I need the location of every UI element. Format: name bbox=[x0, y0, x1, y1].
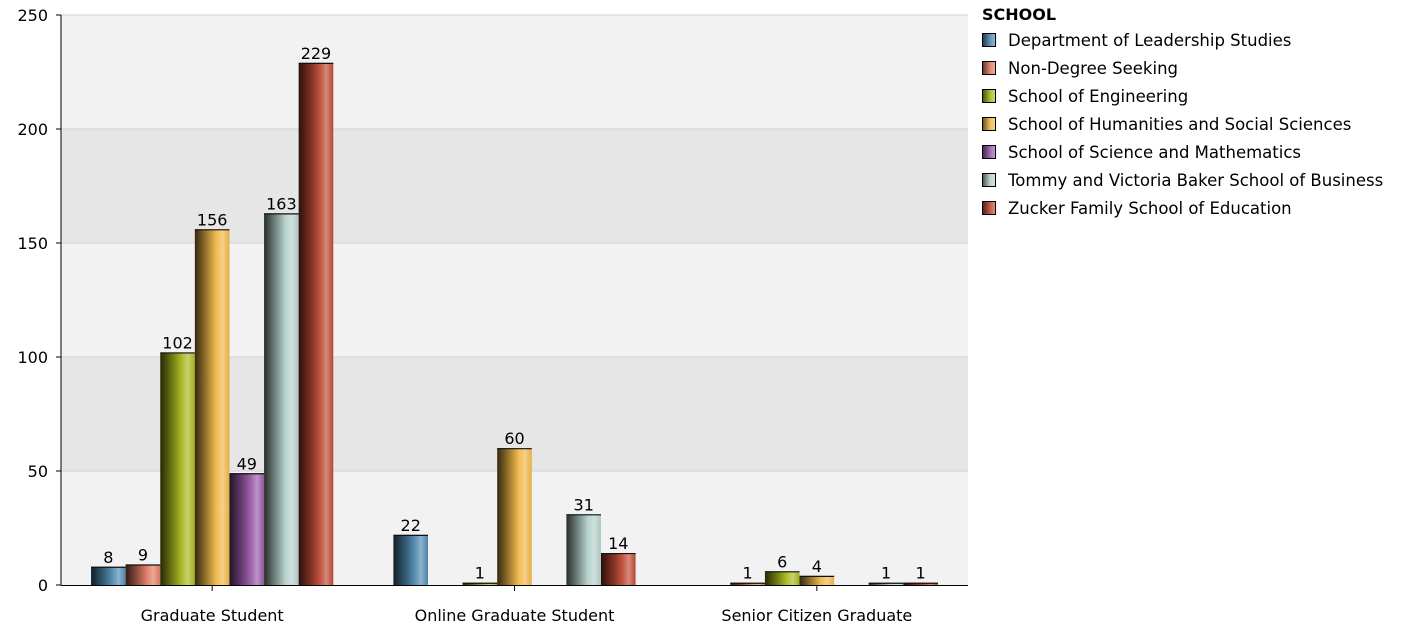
legend-item: Zucker Family School of Education bbox=[982, 194, 1422, 222]
x-tick-label: Graduate Student bbox=[141, 606, 284, 625]
legend-label: School of Humanities and Social Sciences bbox=[1008, 114, 1352, 134]
bar bbox=[160, 352, 195, 585]
legend-items: Department of Leadership Studies Non-Degr… bbox=[982, 26, 1422, 222]
data-label: 1 bbox=[881, 564, 891, 583]
bar bbox=[298, 62, 334, 585]
bar bbox=[497, 448, 532, 585]
bar bbox=[462, 582, 498, 585]
bar bbox=[393, 534, 428, 585]
bar bbox=[799, 575, 835, 585]
bar-chart: 0 50 100 150 200 250 Graduate Student 8 9 102 156 4… bbox=[17, 6, 968, 625]
data-label: 49 bbox=[237, 454, 257, 473]
data-label: 9 bbox=[138, 545, 148, 564]
bar bbox=[730, 582, 765, 585]
y-tick-label: 100 bbox=[17, 348, 48, 367]
y-tick-label: 200 bbox=[17, 120, 48, 139]
legend: SCHOOL Department of Leadership Studies N… bbox=[982, 4, 1422, 222]
plot-band bbox=[61, 15, 968, 129]
legend-item: School of Engineering bbox=[982, 82, 1422, 110]
x-tick-label: Senior Citizen Graduate bbox=[721, 606, 912, 625]
data-label: 22 bbox=[401, 516, 421, 535]
x-tick-label: Online Graduate Student bbox=[415, 606, 615, 625]
legend-swatch bbox=[982, 33, 996, 47]
bar bbox=[229, 473, 265, 585]
legend-swatch bbox=[982, 145, 996, 159]
data-label: 1 bbox=[916, 564, 926, 583]
data-label: 4 bbox=[812, 557, 822, 576]
bar bbox=[601, 553, 636, 585]
legend-item: Non-Degree Seeking bbox=[982, 54, 1422, 82]
data-label: 163 bbox=[266, 194, 297, 213]
data-label: 229 bbox=[301, 44, 332, 63]
legend-title: SCHOOL bbox=[982, 5, 1057, 24]
y-tick-label: 50 bbox=[28, 462, 48, 481]
plot-band bbox=[61, 129, 968, 243]
bar bbox=[764, 571, 800, 585]
legend-swatch bbox=[982, 201, 996, 215]
legend-item: School of Science and Mathematics bbox=[982, 138, 1422, 166]
data-label: 102 bbox=[162, 333, 193, 352]
bar bbox=[566, 514, 601, 585]
legend-label: Zucker Family School of Education bbox=[1008, 198, 1292, 218]
legend-swatch bbox=[982, 89, 996, 103]
data-label: 1 bbox=[743, 564, 753, 583]
data-label: 14 bbox=[608, 534, 628, 553]
bar bbox=[868, 582, 904, 585]
y-tick-label: 250 bbox=[17, 6, 48, 25]
data-label: 31 bbox=[574, 495, 594, 514]
bar bbox=[194, 229, 230, 585]
legend-item: Tommy and Victoria Baker School of Busin… bbox=[982, 166, 1422, 194]
legend-swatch bbox=[982, 173, 996, 187]
y-tick-label: 0 bbox=[38, 576, 48, 595]
legend-label: Tommy and Victoria Baker School of Busin… bbox=[1008, 170, 1384, 190]
bar bbox=[125, 564, 161, 585]
legend-swatch bbox=[982, 61, 996, 75]
legend-label: School of Science and Mathematics bbox=[1008, 142, 1301, 162]
bar bbox=[264, 213, 299, 586]
data-label: 6 bbox=[777, 552, 787, 571]
legend-item: School of Humanities and Social Sciences bbox=[982, 110, 1422, 138]
data-label: 156 bbox=[197, 210, 228, 229]
data-label: 8 bbox=[103, 548, 113, 567]
legend-swatch bbox=[982, 117, 996, 131]
legend-label: Non-Degree Seeking bbox=[1008, 58, 1178, 78]
legend-label: School of Engineering bbox=[1008, 86, 1189, 106]
legend-label: Department of Leadership Studies bbox=[1008, 30, 1292, 50]
legend-item: Department of Leadership Studies bbox=[982, 26, 1422, 54]
data-label: 60 bbox=[504, 429, 524, 448]
bar bbox=[903, 582, 938, 585]
data-label: 1 bbox=[475, 564, 485, 583]
y-tick-label: 150 bbox=[17, 234, 48, 253]
bar bbox=[91, 566, 126, 585]
